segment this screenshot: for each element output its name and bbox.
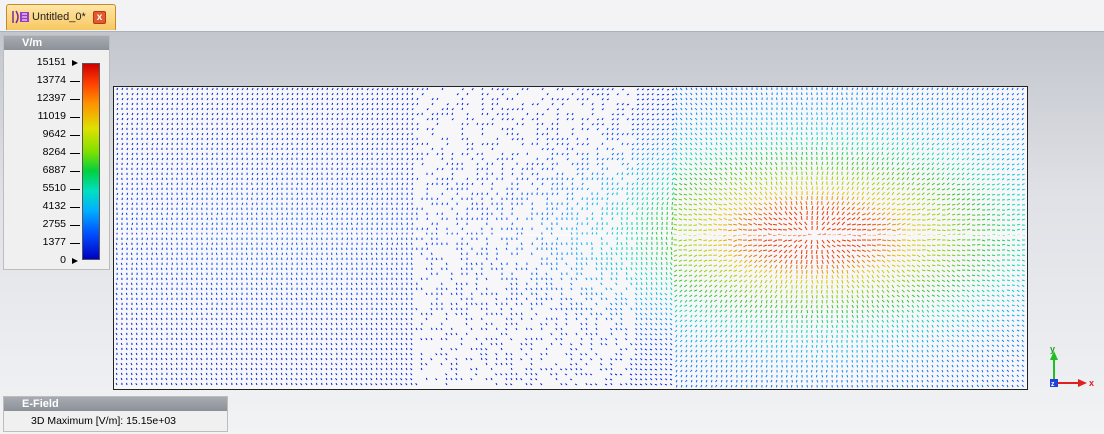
- legend-tick-label: 11019: [6, 110, 66, 122]
- legend-tick-mark: [70, 99, 80, 100]
- z-axis-label: z: [1051, 381, 1055, 388]
- legend-tick-mark: [70, 117, 80, 118]
- legend-tick-mark: [70, 135, 80, 136]
- color-legend: V/m 15151 13774 12397 11019 9642 8264 6887 5510…: [3, 35, 110, 270]
- document-tab-bar: Untitled_0* x: [0, 0, 1104, 32]
- legend-tick-mark: [70, 171, 80, 172]
- legend-tick-mark: [70, 189, 80, 190]
- legend-tick-label: 0: [6, 254, 66, 266]
- legend-tick-mark: [70, 243, 80, 244]
- legend-tick-label: 12397: [6, 92, 66, 104]
- e-field-plot[interactable]: [113, 86, 1028, 390]
- legend-unit: V/m: [4, 36, 109, 50]
- legend-tick-mark: [72, 60, 78, 66]
- legend-tick-mark: [70, 225, 80, 226]
- legend-tick-mark: [70, 81, 80, 82]
- legend-tick-label: 13774: [6, 74, 66, 86]
- legend-tick-mark: [72, 258, 78, 264]
- legend-tick-label: 1377: [6, 236, 66, 248]
- legend-tick-label: 2755: [6, 218, 66, 230]
- field-info-panel: E-Field 3D Maximum [V/m]: 15.15e+03: [3, 396, 228, 432]
- legend-tick-label: 8264: [6, 146, 66, 158]
- legend-tick-label: 6887: [6, 164, 66, 176]
- y-axis-label: y: [1050, 344, 1055, 354]
- document-design-icon: [11, 10, 31, 24]
- x-axis-label: x: [1089, 378, 1094, 388]
- legend-tick-label: 4132: [6, 200, 66, 212]
- legend-tick-label: 5510: [6, 182, 66, 194]
- axis-triad: y z x: [1044, 343, 1094, 393]
- legend-tick-label: 9642: [6, 128, 66, 140]
- document-tab[interactable]: Untitled_0* x: [6, 4, 116, 30]
- field-vector-canvas: [114, 87, 1027, 389]
- tab-label: Untitled_0*: [32, 11, 86, 23]
- info-max-value: 3D Maximum [V/m]: 15.15e+03: [31, 415, 176, 427]
- legend-tick-label: 15151: [6, 56, 66, 68]
- legend-tick-mark: [70, 207, 80, 208]
- legend-color-bar: [82, 63, 100, 260]
- tab-close-button[interactable]: x: [93, 11, 106, 24]
- info-title: E-Field: [4, 397, 227, 411]
- legend-tick-mark: [70, 153, 80, 154]
